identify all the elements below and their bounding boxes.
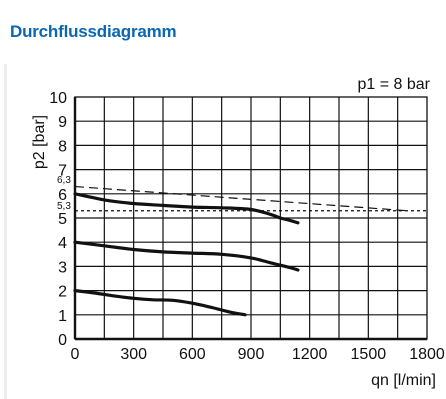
- flow-curve-3: [73, 289, 247, 317]
- y-tick-label: 10: [49, 90, 67, 107]
- x-tick-label: 1800: [409, 346, 445, 363]
- x-tick-label: 0: [71, 346, 80, 363]
- x-tick-label: 600: [179, 346, 206, 363]
- x-axis-label: qn [l/min]: [371, 372, 436, 389]
- y-tick-label: 0: [58, 332, 67, 349]
- flow-curve-1: [73, 192, 300, 225]
- x-tick-label: 300: [120, 346, 147, 363]
- pressure-annotation: p1 = 8 bar: [358, 76, 431, 93]
- page-title: Durchflussdiagramm: [10, 22, 177, 41]
- y-tick-label: 8: [58, 138, 67, 155]
- left-divider: [4, 64, 7, 399]
- y-axis-label: p2 [bar]: [31, 115, 48, 169]
- y-tick-label: 1: [58, 308, 67, 325]
- x-tick-label: 1200: [292, 346, 328, 363]
- x-tick-label: 900: [238, 346, 265, 363]
- y-tick-label: 5: [58, 211, 67, 228]
- data-series: [73, 192, 300, 317]
- y-tick-label: 6: [58, 187, 67, 204]
- ref-label-lower: 5,3: [57, 201, 71, 212]
- ref-label-upper: 6,3: [57, 175, 71, 186]
- y-tick-label: 9: [58, 114, 67, 131]
- chart-frame: [73, 96, 428, 341]
- flow-curve-2: [73, 240, 300, 272]
- y-tick-label: 7: [58, 163, 67, 180]
- x-tick-labels: 0 300 600 900 1200 1500 1800: [71, 346, 445, 363]
- y-tick-label: 2: [58, 284, 67, 301]
- x-tick-label: 1500: [351, 346, 387, 363]
- chart-grid: [75, 97, 427, 339]
- y-tick-labels: 0 1 2 3 4 5 6 7 8 9 10: [49, 90, 67, 349]
- y-tick-label: 3: [58, 259, 67, 276]
- y-tick-label: 4: [58, 235, 67, 252]
